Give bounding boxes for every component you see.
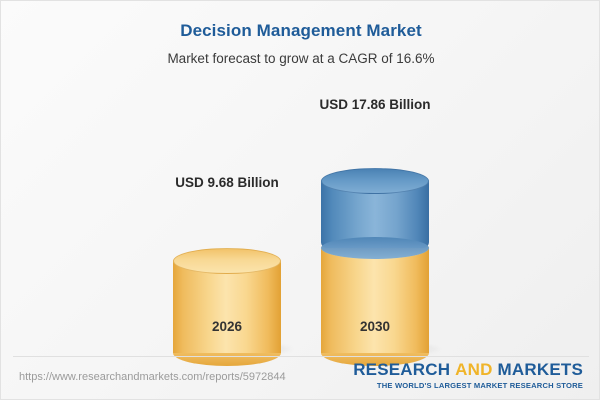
bar-2030[interactable] (321, 168, 441, 366)
page-title: Decision Management Market (180, 21, 422, 40)
bar-2030-blue-bottom-curve (321, 237, 429, 259)
bar-2030-top-cap (321, 168, 429, 194)
bar-2026-value-label: USD 9.68 Billion (175, 175, 279, 190)
bar-2030-top-segment (321, 168, 429, 259)
footer-divider (13, 356, 589, 357)
logo-tagline: THE WORLD'S LARGEST MARKET RESEARCH STOR… (376, 380, 583, 390)
chart-subtitle: Market forecast to grow at a CAGR of 16.… (167, 51, 435, 66)
logo-word-research: RESEARCH (353, 360, 451, 379)
logo-word-markets: MARKETS (497, 360, 583, 379)
bar-2026-body (173, 248, 281, 366)
bar-2026[interactable] (173, 248, 293, 366)
logo-word-and: AND (455, 360, 493, 379)
bar-2026-side (173, 261, 281, 353)
bar-2026-year-label: 2026 (211, 319, 243, 334)
bar-2030-base-segment (321, 248, 429, 366)
source-url[interactable]: https://www.researchandmarkets.com/repor… (19, 371, 286, 383)
bar-2030-base-side (321, 248, 429, 353)
plot-area: USD 9.68 Billion 2026 USD 17.86 Billion … (1, 1, 599, 366)
bar-2030-value-label: USD 17.86 Billion (319, 97, 431, 112)
logo-wordmark: RESEARCH AND MARKETS (353, 361, 583, 379)
bar-2030-year-label: 2030 (359, 319, 391, 334)
bar-2026-top-cap (173, 248, 281, 274)
brand-logo[interactable]: RESEARCH AND MARKETS THE WORLD'S LARGEST… (353, 361, 583, 390)
